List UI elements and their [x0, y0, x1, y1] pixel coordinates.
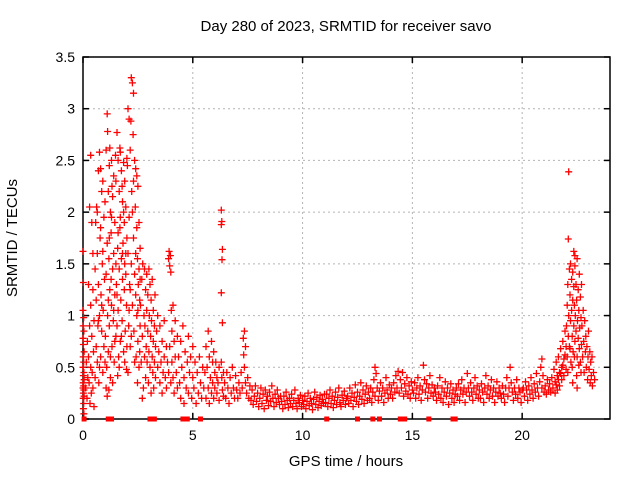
- x-tick-label: 15: [405, 427, 421, 443]
- zero-square-marker: [151, 416, 157, 422]
- y-tick-label: 0: [67, 411, 75, 427]
- zero-square-marker: [397, 416, 403, 422]
- zero-value-markers: [81, 416, 458, 422]
- zero-square-marker: [81, 416, 87, 422]
- grid-layer: [83, 57, 610, 419]
- scatter-points: [79, 74, 599, 418]
- tick-layer: [82, 56, 610, 420]
- y-tick-label: 1: [67, 308, 75, 324]
- y-tick-label: 2: [67, 204, 75, 220]
- zero-square-marker: [147, 416, 153, 422]
- zero-square-marker: [109, 416, 115, 422]
- zero-square-marker: [370, 416, 376, 422]
- label-layer: Day 280 of 2023, SRMTID for receiver sav…: [4, 18, 491, 470]
- zero-square-marker: [426, 416, 432, 422]
- x-tick-label: 20: [514, 427, 530, 443]
- tick-label-layer: 0 0.5 1 1.5 2 2.5 3 3.5 0 5 10 15 20: [56, 49, 531, 443]
- zero-square-marker: [324, 416, 330, 422]
- y-tick-label: 2.5: [56, 152, 76, 168]
- zero-square-marker: [354, 416, 360, 422]
- zero-square-marker: [180, 416, 186, 422]
- zero-square-marker: [197, 416, 203, 422]
- y-tick-label: 3.5: [56, 49, 76, 65]
- chart-title: Day 280 of 2023, SRMTID for receiver sav…: [201, 18, 492, 35]
- y-tick-label: 0.5: [56, 359, 76, 375]
- y-tick-label: 3: [67, 101, 75, 117]
- data-point-cloud: [79, 74, 599, 418]
- y-axis-label: SRMTID / TECUs: [4, 179, 21, 297]
- plot-frame: [82, 56, 611, 420]
- zero-square-marker: [452, 416, 458, 422]
- y-tick-label: 1.5: [56, 256, 76, 272]
- x-tick-label: 5: [189, 427, 197, 443]
- x-tick-label: 0: [79, 427, 87, 443]
- zero-square-marker: [184, 416, 190, 422]
- zero-square-marker: [402, 416, 408, 422]
- x-axis-label: GPS time / hours: [289, 453, 403, 470]
- zero-square-marker: [376, 416, 382, 422]
- zero-square-marker: [105, 416, 111, 422]
- x-tick-label: 10: [295, 427, 311, 443]
